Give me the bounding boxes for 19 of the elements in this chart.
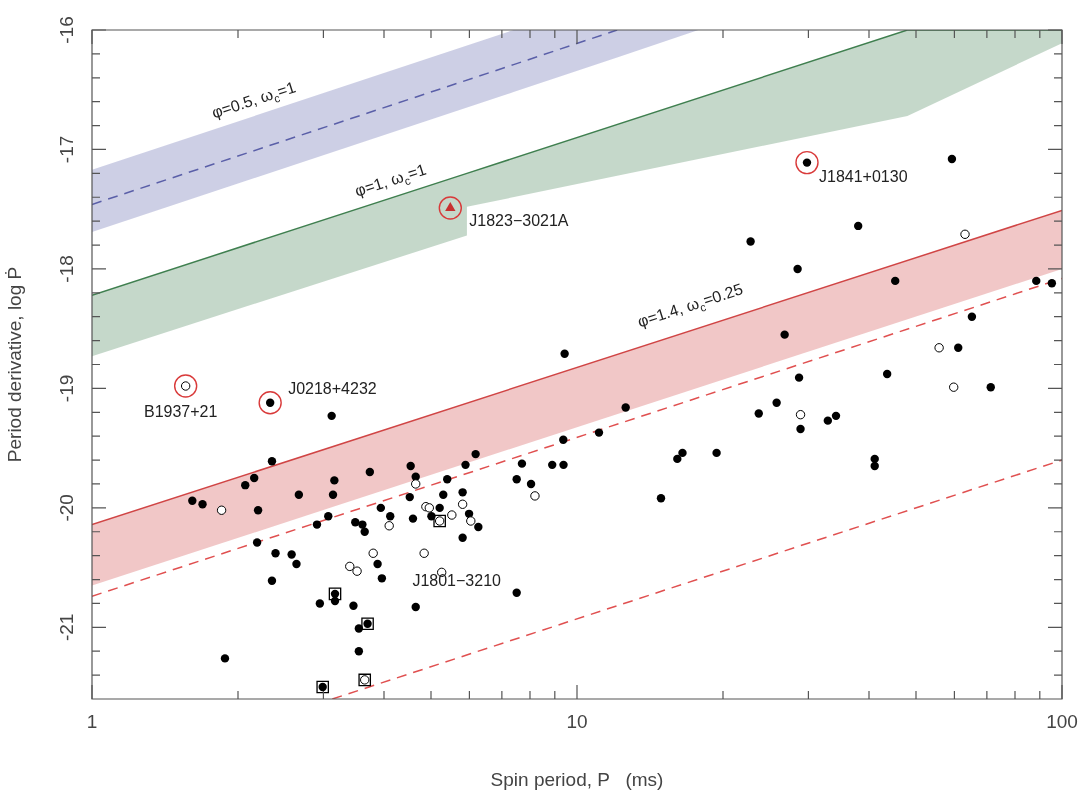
annotation: J1823−3021A (469, 212, 569, 230)
y-tick-label: -16 (56, 16, 78, 44)
annotation: J1801−3210 (412, 572, 502, 590)
x-tick-label: 10 (566, 710, 588, 732)
x-tick-label: 100 (1046, 710, 1078, 732)
annotation: J1841+0130 (818, 168, 908, 186)
y-axis-title: Period derivative, log Ṗ (3, 266, 25, 463)
annotation: φ=0.5, ωc=1 (209, 78, 298, 122)
y-tick-label: -17 (56, 135, 78, 164)
y-tick-label: -21 (56, 613, 78, 642)
x-tick-label: 1 (86, 710, 98, 732)
y-tick-label: -18 (56, 255, 78, 283)
y-tick-label: -20 (56, 494, 78, 522)
annotation: B1937+21 (143, 403, 218, 421)
x-axis-title: Spin period, P (ms) (490, 768, 664, 790)
annotation: φ=1, ωc=1 (352, 160, 429, 200)
annotation: φ=1.4, ωc=0.25 (635, 280, 745, 331)
y-tick-label: -19 (56, 374, 78, 403)
annotation: J0218+4232 (288, 380, 377, 398)
